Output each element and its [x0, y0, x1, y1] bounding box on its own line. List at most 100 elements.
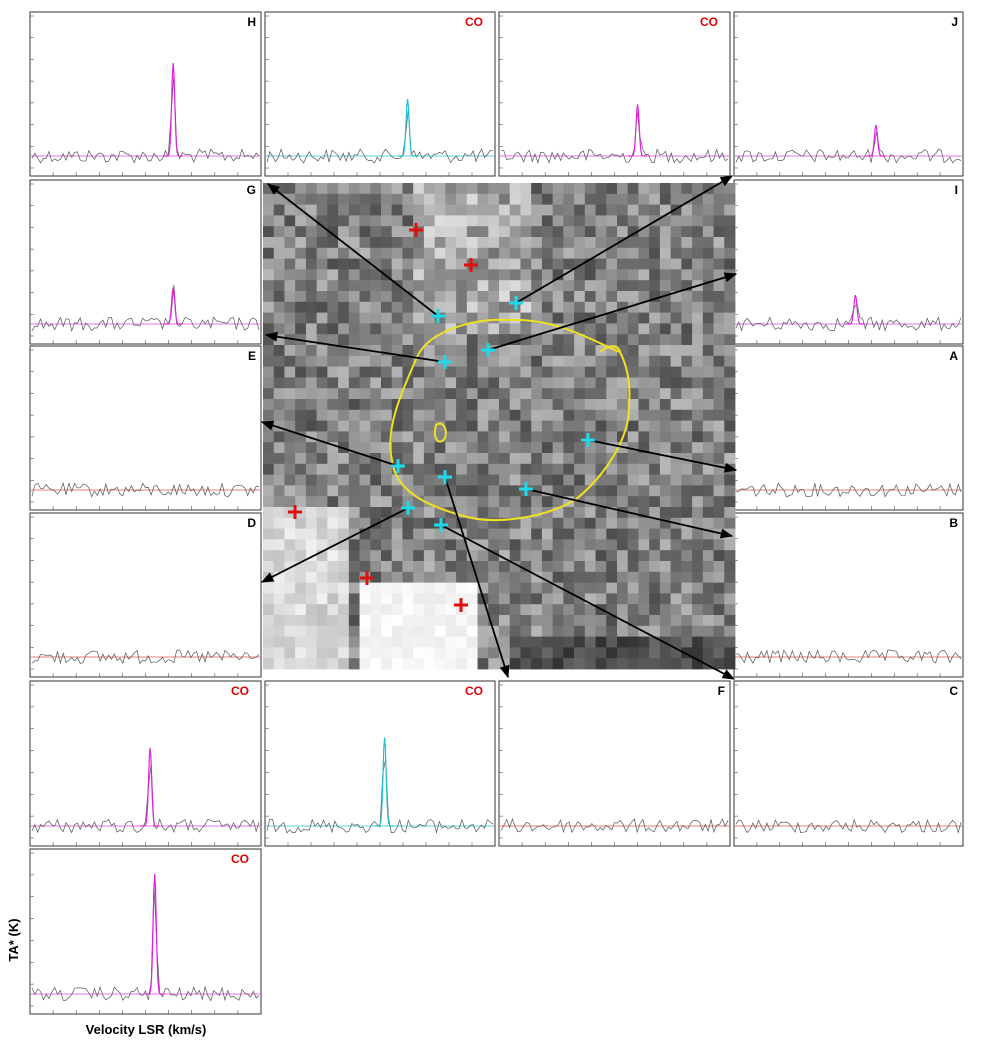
map-pixel — [713, 366, 725, 378]
map-pixel — [466, 366, 478, 378]
map-pixel — [402, 539, 414, 551]
map-pixel — [574, 474, 586, 486]
map-pixel — [681, 247, 693, 259]
map-pixel — [381, 474, 393, 486]
map-pixel — [563, 334, 575, 346]
map-pixel — [574, 463, 586, 475]
map-pixel — [423, 420, 436, 432]
map-pixel — [263, 593, 275, 605]
map-pixel — [295, 463, 307, 475]
map-pixel — [638, 658, 650, 670]
map-pixel — [606, 625, 618, 637]
map-pixel — [316, 377, 328, 389]
map-pixel — [284, 604, 296, 616]
map-pixel — [434, 345, 446, 357]
map-pixel — [584, 604, 596, 616]
map-pixel — [670, 355, 682, 367]
map-pixel — [606, 496, 618, 508]
map-pixel — [305, 366, 318, 378]
line-fit — [866, 124, 886, 157]
map-pixel — [434, 636, 446, 648]
map-pixel — [499, 561, 511, 573]
map-pixel — [445, 485, 457, 497]
map-pixel — [488, 474, 500, 486]
map-pixel — [284, 453, 296, 465]
map-pixel — [563, 215, 575, 227]
map-pixel — [456, 399, 468, 411]
map-pixel — [702, 658, 714, 670]
map-pixel — [713, 204, 725, 216]
map-pixel — [348, 496, 360, 508]
map-pixel — [541, 550, 554, 562]
map-pixel — [477, 571, 489, 583]
map-pixel — [327, 431, 339, 443]
map-pixel — [702, 409, 714, 421]
map-pixel — [531, 334, 543, 346]
map-pixel — [413, 334, 425, 346]
map-pixel — [531, 399, 543, 411]
map-pixel — [617, 507, 629, 519]
map-pixel — [702, 334, 714, 346]
map-pixel — [423, 409, 436, 421]
map-pixel — [477, 496, 489, 508]
map-pixel — [413, 647, 425, 659]
panel-frame — [29, 11, 262, 177]
map-pixel — [445, 377, 457, 389]
map-pixel — [488, 204, 500, 216]
map-pixel — [413, 420, 425, 432]
map-pixel — [574, 658, 586, 670]
map-pixel — [520, 280, 532, 292]
map-pixel — [305, 399, 318, 411]
map-pixel — [638, 636, 650, 648]
map-pixel — [381, 582, 393, 594]
map-pixel — [284, 647, 296, 659]
panel-label: A — [949, 349, 958, 363]
map-pixel — [305, 409, 318, 421]
map-pixel — [713, 247, 725, 259]
map-pixel — [595, 301, 607, 313]
map-pixel — [488, 280, 500, 292]
map-pixel — [391, 204, 403, 216]
map-pixel — [681, 258, 693, 270]
spectrum-line — [735, 818, 962, 834]
map-pixel — [649, 453, 661, 465]
map-pixel — [413, 323, 425, 335]
map-pixel — [456, 355, 468, 367]
map-pixel — [488, 463, 500, 475]
map-pixel — [670, 528, 682, 540]
map-pixel — [584, 345, 596, 357]
map-pixel — [273, 388, 285, 400]
map-pixel — [499, 247, 511, 259]
map-pixel — [649, 604, 661, 616]
map-pixel — [284, 615, 296, 627]
map-pixel — [466, 399, 478, 411]
map-pixel — [627, 323, 639, 335]
map-pixel — [263, 215, 275, 227]
map-pixel — [531, 420, 543, 432]
map-pixel — [552, 334, 564, 346]
map-pixel — [338, 226, 350, 238]
map-pixel — [541, 474, 554, 486]
map-pixel — [541, 561, 554, 573]
map-pixel — [295, 485, 307, 497]
map-pixel — [541, 442, 554, 454]
map-pixel — [381, 409, 393, 421]
map-pixel — [563, 507, 575, 519]
spectrum-panel-CO-top-1: CO — [264, 11, 496, 177]
map-pixel — [499, 604, 511, 616]
map-pixel — [509, 571, 521, 583]
map-pixel — [391, 237, 403, 249]
map-pixel — [552, 269, 564, 281]
map-pixel — [338, 269, 350, 281]
map-pixel — [413, 291, 425, 303]
pointer-arrow — [587, 439, 738, 473]
spectrum-panel-G: G — [29, 179, 262, 345]
map-pixel — [563, 550, 575, 562]
map-pixel — [638, 550, 650, 562]
map-pixel — [456, 615, 468, 627]
map-pixel — [273, 517, 285, 529]
map-pixel — [649, 463, 661, 475]
map-pixel — [413, 431, 425, 443]
map-pixel — [552, 625, 564, 637]
map-pixel — [295, 409, 307, 421]
